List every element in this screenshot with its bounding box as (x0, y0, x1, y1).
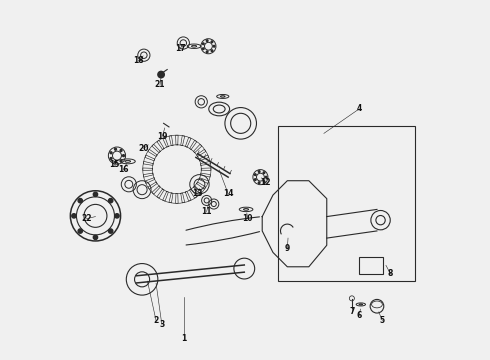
Bar (359, 257, 383, 274)
Text: 10: 10 (243, 214, 253, 223)
Text: 11: 11 (201, 207, 212, 216)
FancyArrowPatch shape (186, 231, 260, 245)
Circle shape (206, 40, 208, 41)
Circle shape (120, 149, 122, 152)
Circle shape (254, 174, 256, 175)
Circle shape (258, 171, 260, 172)
Text: 4: 4 (356, 104, 362, 113)
Circle shape (108, 198, 113, 203)
Circle shape (263, 181, 265, 183)
Text: 1: 1 (181, 334, 187, 343)
Circle shape (122, 155, 124, 157)
Circle shape (120, 160, 122, 162)
Circle shape (110, 158, 112, 159)
Text: 15: 15 (109, 161, 120, 170)
Circle shape (78, 229, 82, 233)
Circle shape (93, 235, 98, 239)
Text: 8: 8 (388, 269, 393, 278)
Text: 21: 21 (155, 81, 165, 90)
Circle shape (78, 198, 82, 203)
Circle shape (158, 71, 164, 78)
Circle shape (265, 176, 267, 178)
Text: 9: 9 (285, 244, 290, 253)
Text: 19: 19 (157, 132, 168, 141)
Text: 13: 13 (193, 189, 203, 198)
FancyArrowPatch shape (186, 217, 259, 230)
Text: 16: 16 (118, 166, 128, 175)
Circle shape (115, 214, 119, 218)
Text: 18: 18 (133, 57, 144, 66)
Text: 17: 17 (175, 44, 186, 53)
Circle shape (254, 179, 256, 180)
Circle shape (72, 214, 76, 218)
Text: 20: 20 (139, 144, 149, 153)
Circle shape (202, 48, 204, 50)
Circle shape (202, 43, 204, 45)
Text: 12: 12 (261, 178, 271, 187)
Text: 3: 3 (159, 320, 165, 329)
Circle shape (211, 41, 213, 42)
Circle shape (213, 45, 215, 47)
Text: 7: 7 (349, 307, 355, 316)
Circle shape (115, 148, 117, 150)
Text: 6: 6 (356, 311, 362, 320)
Text: 5: 5 (380, 316, 385, 325)
Circle shape (211, 50, 213, 51)
Circle shape (110, 152, 112, 154)
Text: 14: 14 (223, 189, 233, 198)
Circle shape (115, 161, 117, 163)
Circle shape (263, 172, 265, 174)
Text: 22: 22 (81, 214, 92, 223)
Circle shape (206, 51, 208, 53)
Circle shape (108, 229, 113, 233)
Circle shape (93, 192, 98, 197)
Bar (278, 126, 416, 281)
Circle shape (258, 182, 260, 184)
Text: 2: 2 (153, 316, 159, 325)
